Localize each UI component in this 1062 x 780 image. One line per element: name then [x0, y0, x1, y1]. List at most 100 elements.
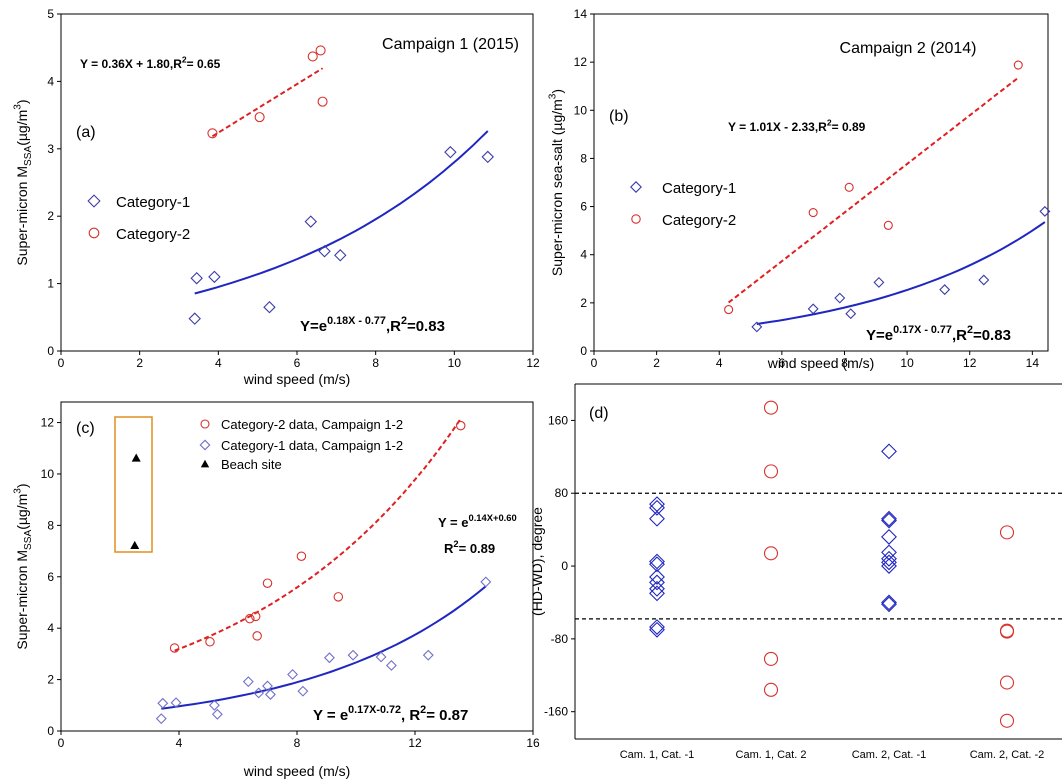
category-1-point: [881, 554, 897, 571]
category-1-point: [881, 528, 897, 545]
category-1-point: [649, 510, 665, 527]
panel-label: (c): [76, 420, 95, 437]
fit-line: [727, 76, 1019, 304]
text-part: Y = 0.36X + 1.80,R: [80, 57, 182, 71]
y-tick-label: 2: [580, 296, 587, 310]
text-part: 2: [401, 315, 407, 327]
category-1-point: [481, 150, 495, 164]
y-tick-label: -160: [544, 705, 568, 719]
y-tick-label: 0: [580, 344, 587, 358]
category-2-point: [999, 525, 1015, 540]
x-axis-label: wind speed (m/s): [767, 355, 875, 371]
text-part: =0.83: [407, 318, 445, 335]
category-1-point: [881, 550, 897, 567]
category-1-point: [649, 556, 665, 573]
y-tick-label: 0: [47, 724, 54, 738]
legend-label: Category-1: [662, 180, 736, 197]
equation-category-2-r2: R2= 0.89: [444, 538, 495, 556]
text-part: ): [14, 99, 30, 104]
text-part: 3: [548, 93, 559, 99]
x-tick-label: 0: [58, 356, 65, 370]
category-label: Cam. 1, Cat. 2: [736, 749, 807, 761]
x-axis-label: wind speed (m/s): [243, 371, 351, 387]
category-2-point: [883, 220, 893, 230]
y-axis-label: Super-micron MSSA(µg/m3): [13, 99, 35, 265]
text-part: 0.17X - 0.77: [893, 324, 952, 336]
text-part: 0.18X - 0.77: [327, 315, 386, 327]
plot-frame: [593, 13, 1049, 352]
category-1-point: [649, 621, 665, 638]
y-tick-label: 2: [47, 673, 54, 687]
fit-line: [756, 221, 1046, 325]
text-part: Super-micron M: [14, 166, 30, 266]
text-part: =0.83: [973, 327, 1011, 344]
equation-category-2: Y = 0.36X + 1.80,R2= 0.65: [80, 55, 221, 71]
equation-category-2: Y = 1.01X - 2.33,R2= 0.89: [728, 118, 866, 134]
category-1-point: [190, 271, 203, 285]
equation-category-1: Y = e0.17X-0.72, R2= 0.87: [313, 704, 468, 724]
category-2-point: [169, 643, 180, 653]
text-part: 0.14X+0.60: [468, 512, 516, 523]
y-tick-label: 6: [580, 200, 587, 214]
category-1-point: [262, 680, 273, 692]
x-tick-label: 8: [841, 356, 848, 370]
y-tick-label: 4: [47, 621, 54, 635]
category-1-point: [208, 270, 221, 284]
text-part: Super-micron M: [14, 550, 30, 650]
legend-marker-category-1: [87, 194, 101, 208]
x-tick-label: 12: [963, 356, 977, 370]
y-tick-label: 80: [555, 486, 569, 500]
category-2-point: [254, 112, 265, 123]
category-1-point: [649, 569, 665, 585]
panel-d: -160 -80 0 80 160 (HD-WD), degree (d) Cam. 1, C…: [529, 383, 1062, 761]
category-1-point: [253, 687, 265, 699]
y-tick-label: 14: [574, 7, 588, 21]
category-1-point: [649, 619, 665, 635]
legend-marker-category-1: [199, 439, 211, 451]
text-part: 3: [13, 488, 24, 494]
y-tick-label: 1: [47, 277, 54, 291]
category-2-point: [844, 182, 854, 192]
legend-label: Category-1 data, Campaign 1-2: [221, 438, 403, 453]
text-part: SSA: [23, 530, 34, 550]
fit-line: [161, 585, 487, 710]
category-1-point: [978, 274, 990, 286]
category-1-point: [422, 649, 434, 661]
category-1-point: [649, 553, 665, 570]
beach-site-point: [131, 453, 141, 462]
category-2-point: [333, 592, 344, 602]
category-1-point: [318, 245, 331, 258]
category-1-point: [211, 708, 223, 720]
category-1-point: [208, 699, 220, 711]
fit-line: [174, 418, 462, 652]
text-part: 2: [453, 538, 458, 549]
category-1-point: [323, 652, 335, 664]
legend-marker-category-2: [88, 227, 100, 239]
category-1-point: [881, 510, 897, 527]
y-tick-label: 160: [548, 413, 568, 427]
x-tick-label: 0: [58, 736, 65, 750]
text-part: 2: [827, 118, 832, 128]
legend-marker-category-1: [630, 181, 642, 193]
text-part: Y = 1.01X - 2.33,R: [728, 120, 827, 134]
panel-label: (a): [76, 124, 96, 141]
x-tick-label: 4: [716, 356, 723, 370]
fit-line: [211, 67, 324, 138]
category-1-point: [287, 668, 299, 680]
chart-title: Campaign 1 (2015): [382, 36, 519, 53]
category-2-point: [999, 713, 1015, 728]
category-1-point: [334, 249, 347, 262]
category-1-point: [845, 308, 857, 320]
y-tick-label: 0: [561, 559, 568, 573]
category-2-point: [808, 208, 818, 218]
category-2-point: [763, 464, 779, 479]
text-part: (µg/m: [14, 494, 30, 530]
text-part: Y = e: [313, 707, 348, 724]
category-1-point: [807, 303, 819, 315]
category-1-point: [881, 558, 897, 574]
category-1-point: [834, 292, 846, 304]
category-label: Cam. 2, Cat. -2: [970, 749, 1045, 761]
x-tick-label: 14: [1026, 356, 1040, 370]
text-part: (µg/m: [14, 110, 30, 146]
